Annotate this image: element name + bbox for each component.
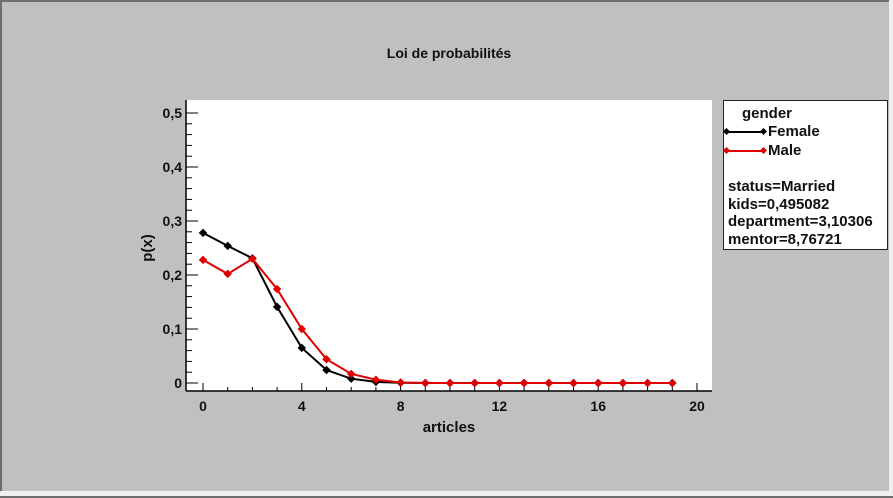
legend-item-male: Male	[724, 142, 884, 160]
data-point-marker	[421, 378, 430, 388]
data-point-marker	[495, 378, 504, 388]
x-tick-label: 20	[689, 398, 705, 414]
data-point-marker	[445, 378, 455, 388]
data-point-marker	[223, 269, 232, 279]
x-tick-label: 0	[199, 398, 207, 414]
series-male	[198, 254, 677, 388]
window-bottom-border	[0, 491, 893, 498]
legend-label: Male	[768, 142, 802, 159]
series-layer	[198, 228, 677, 388]
data-point-marker	[643, 378, 652, 388]
y-tick-label: 0,2	[163, 267, 183, 283]
data-point-marker	[519, 378, 529, 388]
plot-area	[186, 100, 712, 391]
data-point-marker	[297, 324, 307, 334]
data-point-marker	[618, 378, 628, 388]
legend: gender Female Male status=Married kids=0…	[723, 100, 888, 250]
data-point-marker	[346, 374, 356, 383]
axes: 0 0,1 0,2 0,3 0,4 0,5 0 4 8 12 16 20	[163, 100, 712, 414]
data-point-marker	[396, 378, 405, 387]
condition-status: status=Married	[728, 178, 836, 195]
condition-kids: kids=0,495082	[728, 195, 830, 213]
data-point-marker	[272, 284, 282, 294]
y-tick-label: 0,5	[163, 105, 183, 121]
condition-department: department=3,10306	[728, 213, 873, 230]
chart-title: Loi de probabilités	[387, 45, 512, 61]
data-point-marker	[198, 228, 208, 238]
x-tick-label: 8	[397, 398, 405, 414]
data-point-marker	[272, 302, 282, 312]
x-tick-label: 12	[492, 398, 508, 414]
data-point-marker	[668, 378, 677, 388]
data-point-marker	[322, 354, 331, 364]
legend-conditions: status=Married kids=0,495082 department=…	[728, 178, 873, 248]
data-point-marker	[544, 378, 554, 388]
legend-item-female: Female	[724, 123, 884, 141]
data-point-marker	[470, 378, 479, 388]
condition-mentor: mentor=8,76721	[728, 230, 842, 248]
data-point-marker	[198, 255, 208, 265]
data-point-marker	[346, 369, 356, 379]
data-point-marker	[297, 343, 307, 353]
y-tick-label: 0,3	[163, 213, 183, 229]
line-marker-icon	[726, 131, 764, 133]
window-edge	[889, 0, 893, 491]
legend-title: gender	[742, 105, 793, 122]
y-tick-label: 0	[174, 375, 182, 391]
x-tick-label: 4	[298, 398, 306, 414]
data-point-marker	[322, 365, 331, 375]
y-tick-label: 0,1	[163, 321, 183, 337]
x-tick-label: 16	[590, 398, 606, 414]
x-axis-label: articles	[423, 419, 476, 436]
legend-label: Female	[768, 123, 820, 140]
data-point-marker	[223, 241, 232, 251]
line-marker-icon	[726, 150, 764, 152]
y-tick-label: 0,4	[163, 159, 183, 175]
data-point-marker	[593, 378, 603, 388]
data-point-marker	[371, 375, 381, 385]
data-point-marker	[569, 378, 578, 388]
y-axis-label: p(x)	[139, 234, 156, 262]
